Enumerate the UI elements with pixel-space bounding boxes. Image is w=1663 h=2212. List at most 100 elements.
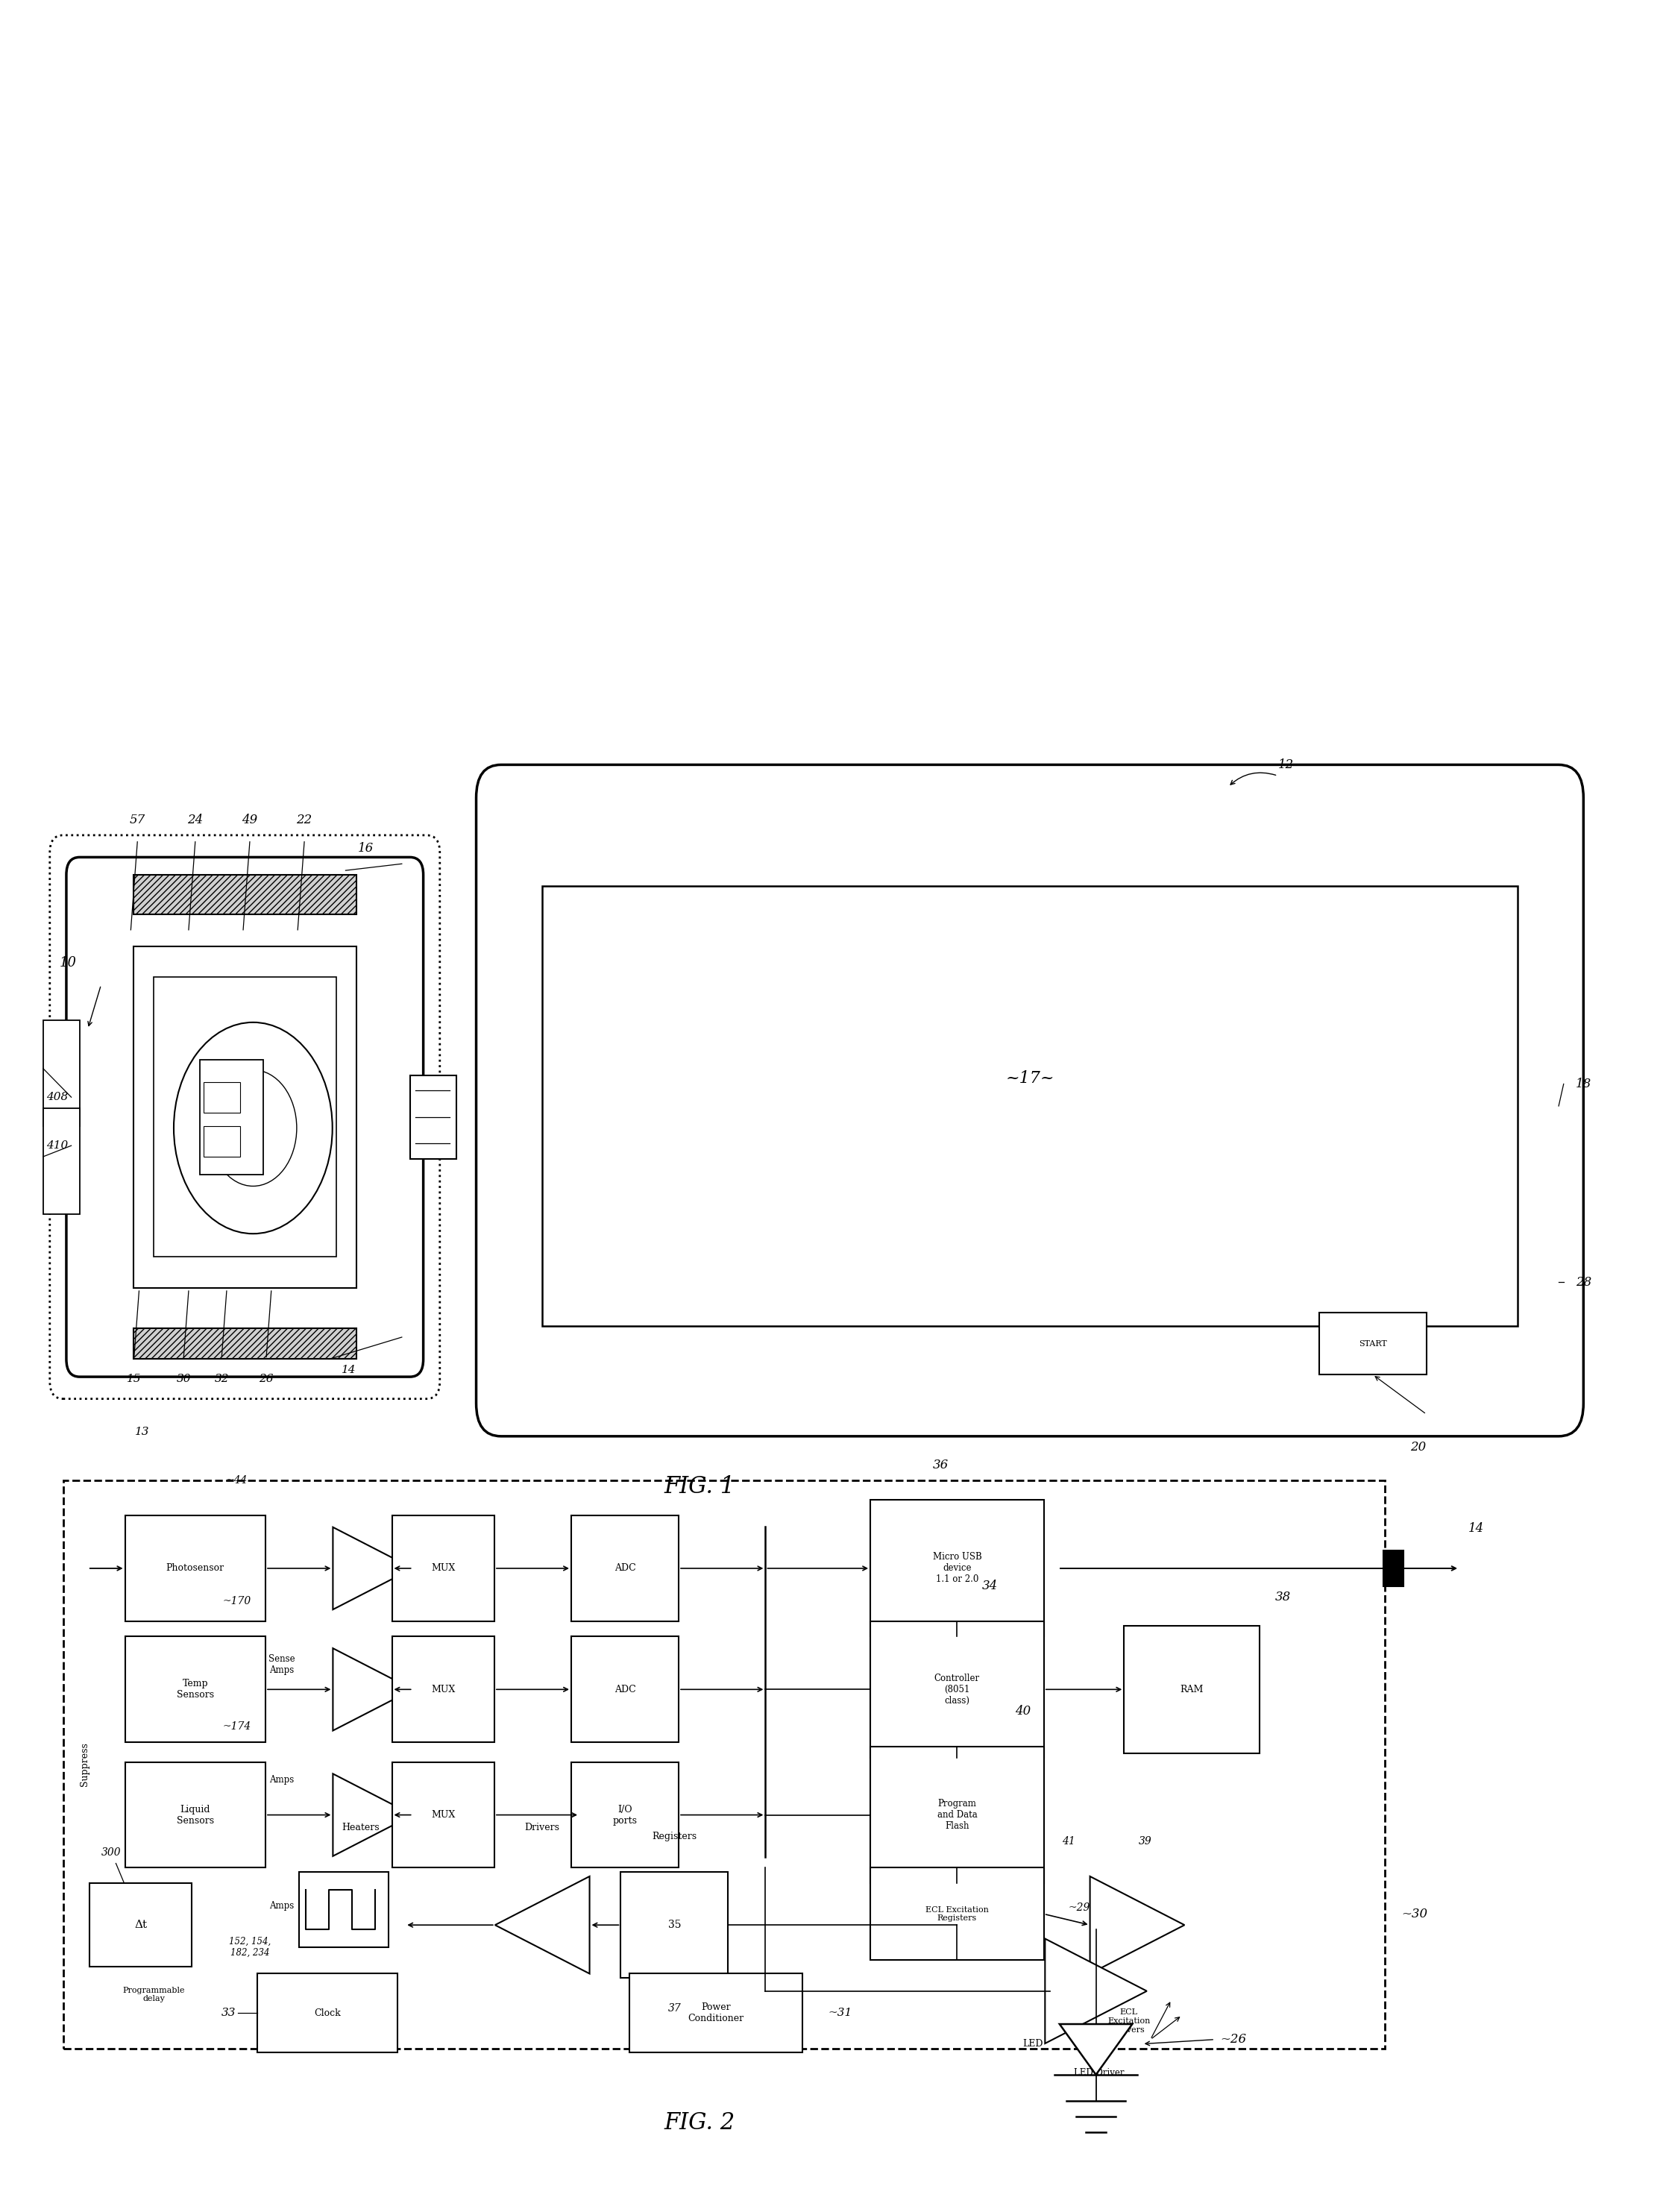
Text: 57: 57 (130, 814, 145, 825)
Text: 36: 36 (933, 1458, 948, 1471)
Bar (870, 1747, 1044, 1882)
Text: 410: 410 (47, 1141, 68, 1150)
Text: 152, 154,
182, 234: 152, 154, 182, 234 (229, 1936, 271, 1958)
Text: 12: 12 (1279, 759, 1294, 772)
Text: LED Driver: LED Driver (1074, 2068, 1124, 2077)
Text: 20: 20 (1410, 1440, 1427, 1453)
Bar (203, 1082, 239, 1113)
Bar (90, 1882, 191, 1966)
Text: ~26: ~26 (1221, 2033, 1246, 2046)
Bar (43, 1020, 80, 1126)
Polygon shape (496, 1876, 590, 1973)
Text: Drivers: Drivers (526, 1823, 560, 1832)
Text: MUX: MUX (431, 1809, 456, 1820)
Text: 16: 16 (358, 843, 374, 854)
Text: 14: 14 (341, 1365, 356, 1376)
Text: Amps: Amps (269, 1776, 294, 1785)
Polygon shape (333, 1648, 412, 1730)
Bar (133, 874, 356, 914)
Bar (125, 1515, 266, 1621)
Text: 40: 40 (1016, 1705, 1031, 1719)
Text: Programmable
delay: Programmable delay (123, 1986, 185, 2002)
Text: ECL Excitation
Registers: ECL Excitation Registers (925, 1907, 989, 1922)
Circle shape (173, 1022, 333, 1234)
Bar (133, 947, 356, 1287)
Text: Liquid
Sensors: Liquid Sensors (176, 1805, 215, 1825)
Text: 22: 22 (296, 814, 313, 825)
Circle shape (210, 1071, 296, 1186)
Polygon shape (1089, 1876, 1184, 1973)
Bar (542, 885, 1517, 1327)
Text: 33: 33 (221, 2008, 236, 2017)
Text: Registers: Registers (652, 1832, 697, 1840)
Bar (203, 1126, 239, 1157)
Text: Δt: Δt (135, 1920, 146, 1931)
Text: Controller
(8051
class): Controller (8051 class) (935, 1674, 980, 1705)
Text: 408: 408 (47, 1093, 68, 1102)
Bar (870, 1867, 1044, 1960)
Text: 32: 32 (215, 1374, 229, 1385)
Polygon shape (333, 1526, 412, 1610)
Bar (1384, 1551, 1404, 1586)
Bar (570, 1763, 679, 1867)
Text: Clock: Clock (314, 2008, 341, 2017)
Bar (570, 1515, 679, 1621)
Text: FIG. 1: FIG. 1 (664, 1475, 735, 1498)
Text: ~29: ~29 (1068, 1902, 1091, 1913)
Text: MUX: MUX (431, 1564, 456, 1573)
Text: 39: 39 (1139, 1836, 1152, 1847)
Text: 13: 13 (135, 1427, 150, 1438)
Text: Amps: Amps (269, 1900, 294, 1911)
Bar (125, 1763, 266, 1867)
Text: 35: 35 (669, 1920, 682, 1931)
Bar (153, 978, 336, 1256)
Text: START: START (1359, 1340, 1387, 1347)
Text: Heaters: Heaters (341, 1823, 379, 1832)
Bar (133, 1329, 356, 1358)
Bar (125, 1637, 266, 1743)
Bar (620, 1871, 728, 1978)
Text: ADC: ADC (614, 1564, 635, 1573)
Text: ~30: ~30 (1402, 1907, 1429, 1920)
Polygon shape (1059, 2024, 1133, 2075)
Bar (43, 1108, 80, 1214)
Bar (133, 1329, 356, 1358)
Bar (1319, 1314, 1427, 1374)
Text: ~170: ~170 (223, 1597, 251, 1606)
Text: 30: 30 (176, 1374, 191, 1385)
Text: Program
and Data
Flash: Program and Data Flash (936, 1798, 978, 1832)
Bar (870, 1500, 1044, 1637)
Text: LED: LED (1023, 2039, 1043, 2048)
Bar (411, 1075, 456, 1159)
Text: Suppress: Suppress (80, 1743, 90, 1787)
Bar (258, 1973, 397, 2053)
Polygon shape (1044, 1938, 1147, 2044)
Bar (63, 1480, 1385, 2048)
Text: 26: 26 (259, 1374, 274, 1385)
Bar (1124, 1626, 1259, 1754)
Text: 41: 41 (1063, 1836, 1076, 1847)
Polygon shape (333, 1774, 412, 1856)
Bar (570, 1637, 679, 1743)
FancyBboxPatch shape (476, 765, 1583, 1436)
Text: 14: 14 (1468, 1522, 1483, 1535)
Text: MUX: MUX (431, 1686, 456, 1694)
Text: 15: 15 (126, 1374, 141, 1385)
Text: Power
Conditioner: Power Conditioner (688, 2002, 743, 2024)
Text: 24: 24 (188, 814, 203, 825)
Text: I/O
ports: I/O ports (612, 1805, 637, 1825)
Bar (200, 1060, 263, 1175)
Text: ~17~: ~17~ (1006, 1071, 1054, 1086)
Text: ~31: ~31 (828, 2008, 851, 2017)
Text: ~44: ~44 (226, 1475, 248, 1486)
Text: 34: 34 (983, 1579, 998, 1593)
Bar (629, 1973, 803, 2053)
Text: Micro USB
device
1.1 or 2.0: Micro USB device 1.1 or 2.0 (933, 1553, 981, 1584)
Text: RAM: RAM (1181, 1686, 1204, 1694)
Text: Sense
Amps: Sense Amps (269, 1655, 296, 1674)
Text: ADC: ADC (614, 1686, 635, 1694)
FancyBboxPatch shape (67, 858, 424, 1376)
Text: 10: 10 (60, 956, 76, 969)
Text: Temp
Sensors: Temp Sensors (176, 1679, 215, 1699)
Text: 300: 300 (101, 1847, 121, 1858)
